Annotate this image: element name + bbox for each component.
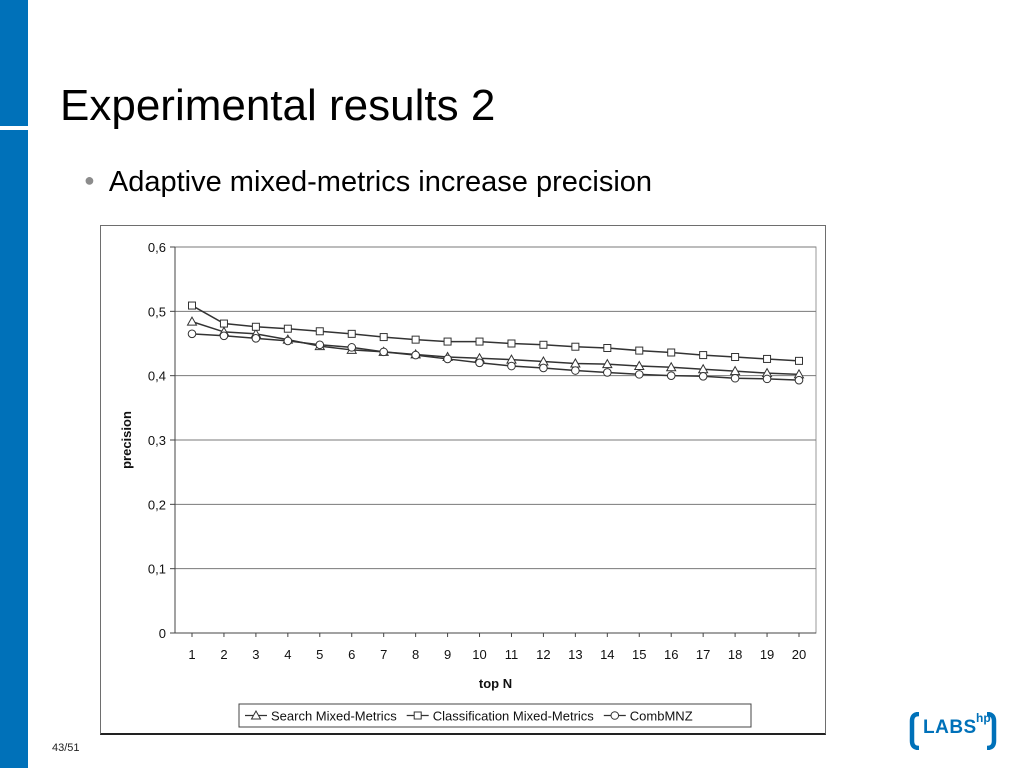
x-tick-label: 17 [696,647,710,662]
x-tick-label: 13 [568,647,582,662]
y-tick-label: 0,1 [148,562,166,577]
x-tick-label: 14 [600,647,614,662]
data-point-triangle [186,316,198,326]
data-point-circle [411,350,420,360]
x-tick-label: 10 [472,647,486,662]
data-point-circle [251,334,261,343]
data-point-square [188,301,196,310]
data-point-square [699,351,708,360]
data-point-circle [379,347,388,357]
logo-superscript: hp [976,711,991,725]
data-point-circle [603,368,612,377]
chart-frame: 0 0,1 0,2 0,3 0,4 0,5 0,6 1 2 3 4 5 6 7 8 9 10 11 12 13 14 15… [100,225,826,735]
data-point-square [539,340,548,349]
data-point-circle [219,331,229,341]
logo-text: LABS [923,717,977,738]
x-tick-label: 5 [316,647,323,662]
x-tick-label: 15 [632,647,646,662]
bullet-dot-icon: ● [84,170,95,191]
data-point-circle [539,363,548,373]
legend-marker-circle [610,711,620,720]
x-axis-title: top N [479,676,512,691]
data-point-circle [347,343,357,352]
data-point-square [795,356,803,365]
x-tick-label: 12 [536,647,550,662]
series-line-triangle [191,320,800,376]
data-point-square [443,337,452,346]
legend-label: CombMNZ [630,709,693,724]
page-number: 43/51 [52,742,80,754]
data-point-square [347,329,356,338]
data-point-square [251,322,260,331]
legend-box [238,703,752,728]
data-point-square [379,333,388,342]
data-point-square [603,344,612,353]
x-tick-label: 20 [792,647,806,662]
series-line-circle [191,333,800,381]
data-point-square [763,354,772,363]
data-point-triangle [665,361,677,372]
x-tick-label: 3 [252,647,259,662]
x-tick-label: 4 [284,647,291,662]
data-point-circle [187,329,197,339]
bullet-item: ● Adaptive mixed-metrics increase precisi… [84,162,652,203]
data-point-square [219,319,228,328]
y-tick-label: 0 [159,626,166,641]
logo-brackets-icon [909,712,997,750]
x-tick-label: 8 [412,647,419,662]
left-accent-bar [0,0,28,768]
data-point-square [507,339,516,348]
x-tick-label: 2 [220,647,227,662]
data-point-circle [698,372,708,381]
y-tick-label: 0,5 [148,304,166,319]
data-point-circle [794,375,804,385]
data-point-square [635,346,644,355]
data-point-square [731,353,740,362]
data-point-square [315,327,324,336]
data-point-circle [475,358,484,368]
data-point-square [283,324,292,333]
data-point-circle [571,366,580,375]
data-point-triangle [601,358,613,369]
hp-labs-logo: LABS hp [909,711,999,750]
legend-label: Search Mixed-Metrics [271,709,397,724]
data-point-circle [283,336,293,346]
x-tick-label: 1 [188,647,195,662]
y-tick-label: 0,6 [148,240,166,255]
data-point-square [667,348,676,357]
y-tick-label: 0,4 [148,369,166,384]
data-point-circle [762,374,772,384]
y-tick-label: 0,3 [148,433,166,448]
x-tick-label: 6 [348,647,355,662]
data-point-circle [443,354,452,364]
data-point-circle [730,373,740,383]
x-tick-label: 19 [760,647,774,662]
legend-marker-square [413,711,422,720]
legend-label: Classification Mixed-Metrics [433,709,595,724]
x-tick-label: 16 [664,647,678,662]
bullet-text: Adaptive mixed-metrics increase precisio… [108,166,653,198]
legend-marker-triangle [250,709,262,720]
x-tick-label: 9 [444,647,451,662]
slide-title: Experimental results 2 [60,81,496,130]
x-tick-label: 18 [728,647,742,662]
x-tick-label: 7 [380,647,387,662]
data-point-circle [507,361,516,371]
data-point-circle [634,370,644,379]
y-tick-label: 0,2 [148,497,166,512]
series-line-square [191,304,800,362]
data-point-square [411,335,420,344]
data-point-circle [666,371,676,380]
precision-line-chart: 00,10,20,30,40,50,61 2 3 4 5 6 7 8 9 10 11 12 13 14 15… [119,240,817,728]
left-bar-notch [0,126,28,130]
data-point-square [571,342,580,351]
x-tick-label: 11 [505,647,519,662]
data-point-square [475,337,484,346]
y-axis-title: precision [119,411,134,469]
data-point-triangle [633,360,645,371]
data-point-circle [315,340,325,350]
